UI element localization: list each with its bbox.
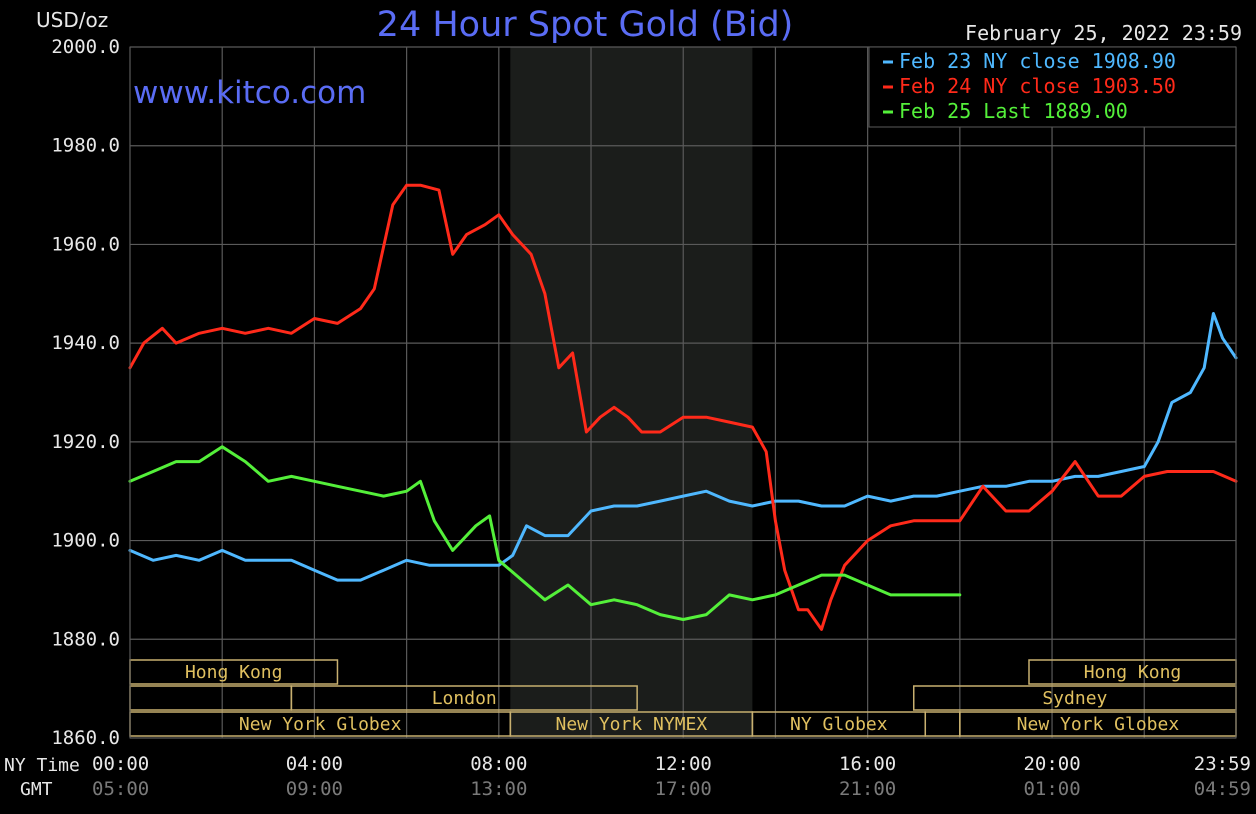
gmt-tick-label: 13:00 — [470, 778, 527, 800]
y-tick-label: 1880.0 — [51, 628, 120, 650]
gmt-tick-label: 17:00 — [655, 778, 712, 800]
y-tick-label: 1860.0 — [51, 727, 120, 749]
market-sessions: Hong Kong Hong Kong London Sydney New York G… — [129, 659, 1237, 737]
ny-time-tick-label: 04:00 — [286, 753, 343, 775]
ny-time-tick-label: 08:00 — [470, 753, 527, 775]
ny-time-tick-label: 00:00 — [92, 753, 149, 775]
legend-entry: Feb 24 NY close 1903.50 — [899, 74, 1176, 98]
y-axis-tick-labels: 2000.0 1980.0 1960.0 1940.0 1920.0 1900.0 1880… — [51, 36, 120, 749]
ny-time-tick-label: 20:00 — [1023, 753, 1080, 775]
unit-label: USD/oz — [36, 8, 108, 32]
y-tick-label: 1980.0 — [51, 135, 120, 157]
x-axis-tick-labels: 00:00 04:00 08:00 12:00 16:00 20:00 23:59 05:00… — [92, 753, 1251, 800]
gmt-tick-label: 05:00 — [92, 778, 149, 800]
series-line — [128, 183, 1238, 631]
ny-time-tick-label: 16:00 — [839, 753, 896, 775]
session-label: NY Globex — [790, 714, 888, 735]
session-label: Hong Kong — [1084, 662, 1182, 683]
y-tick-label: 2000.0 — [51, 36, 120, 58]
gmt-tick-label: 01:00 — [1023, 778, 1080, 800]
series-line — [128, 312, 1238, 582]
session-label: New York NYMEX — [556, 714, 708, 735]
series-line — [128, 445, 962, 621]
legend-entry: Feb 23 NY close 1908.90 — [899, 49, 1176, 73]
site-watermark: www.kitco.com — [133, 75, 366, 111]
session-label: New York Globex — [1017, 714, 1180, 735]
session-box — [290, 685, 638, 711]
plot-frame — [129, 46, 1237, 739]
session-label: Sydney — [1042, 688, 1107, 709]
price-lines — [128, 183, 1238, 631]
legend-entry: Feb 25 Last 1889.00 — [899, 99, 1128, 123]
session-label: Hong Kong — [185, 662, 283, 683]
gmt-tick-label: 04:59 — [1194, 778, 1251, 800]
y-tick-label: 1920.0 — [51, 431, 120, 453]
gmt-tick-label: 09:00 — [286, 778, 343, 800]
ny-time-tick-label: 23:59 — [1194, 753, 1251, 775]
y-tick-label: 1940.0 — [51, 332, 120, 354]
session-label: New York Globex — [239, 714, 402, 735]
y-tick-label: 1960.0 — [51, 233, 120, 255]
chart-title: 24 Hour Spot Gold (Bid) — [377, 5, 794, 45]
nymex-session-shading — [510, 47, 753, 738]
y-tick-label: 1900.0 — [51, 530, 120, 552]
ny-time-row-label: NY Time — [4, 755, 80, 776]
session-label: London — [432, 688, 497, 709]
legend-box — [868, 46, 1237, 128]
gmt-tick-label: 21:00 — [839, 778, 896, 800]
chart-date: February 25, 2022 23:59 — [965, 21, 1242, 45]
ny-time-tick-label: 12:00 — [655, 753, 712, 775]
gmt-row-label: GMT — [20, 779, 53, 800]
